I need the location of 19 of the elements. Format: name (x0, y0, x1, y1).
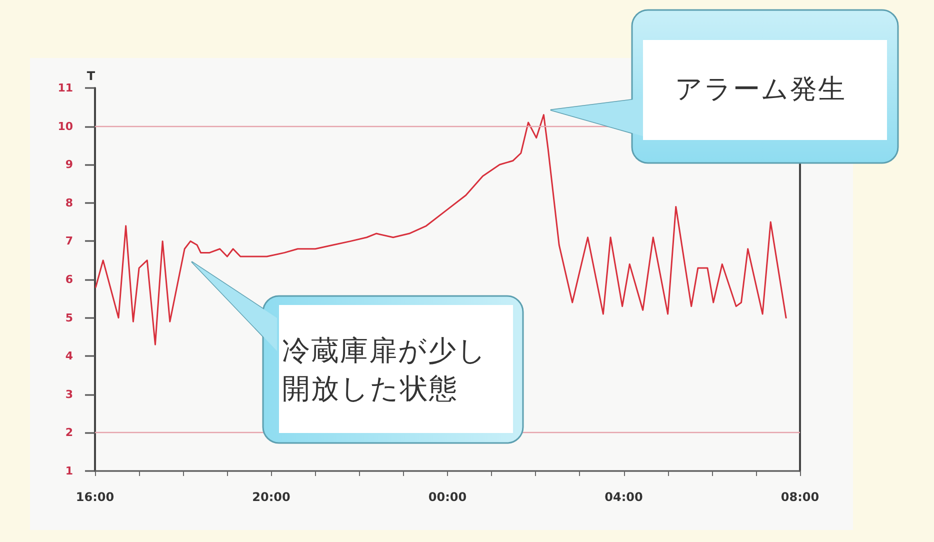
y-tick-label: 3 (65, 388, 73, 401)
x-tick-label: 08:00 (780, 490, 820, 504)
y-tick-label: 8 (65, 196, 73, 210)
y-axis-title: T (86, 69, 96, 83)
annotation: アラーム発生 (675, 73, 846, 108)
y-tick-label: 7 (65, 234, 73, 248)
annotation: 冷蔵庫扉が少し開放した状態 (282, 332, 488, 406)
y-tick-label: 2 (65, 426, 73, 440)
y-tick-label: 9 (65, 158, 73, 172)
y-tick-label: 10 (58, 120, 74, 133)
x-tick-label: 20:00 (252, 490, 290, 504)
x-tick-label: 04:00 (604, 490, 643, 504)
y-tick-label: 4 (65, 350, 74, 363)
x-tick-label: 00:00 (428, 490, 467, 504)
y-tick-label: 1 (65, 464, 73, 478)
y-tick-label: 11 (58, 82, 73, 94)
x-tick-label: 16:00 (76, 490, 114, 504)
y-tick-label: 6 (65, 273, 74, 286)
y-tick-label: 5 (65, 311, 73, 324)
